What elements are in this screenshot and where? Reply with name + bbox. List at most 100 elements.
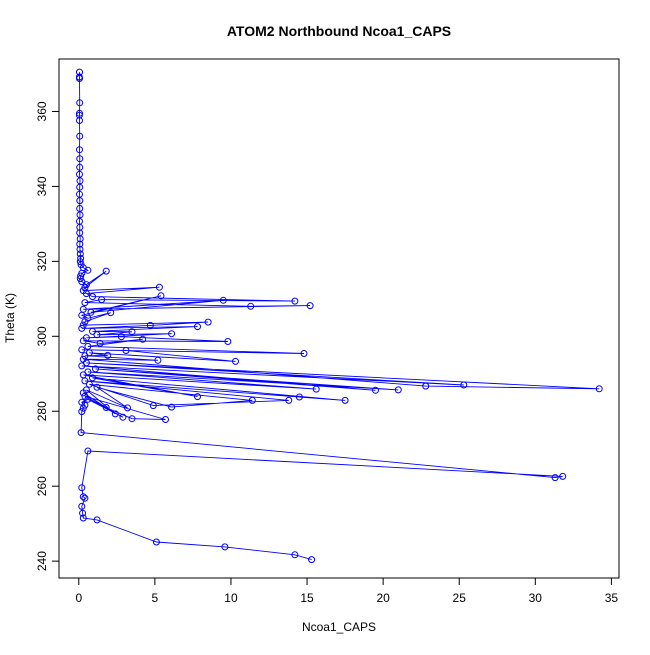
data-point: [312, 385, 320, 393]
data-point: [76, 245, 84, 253]
data-point: [84, 266, 92, 274]
data-point: [76, 132, 84, 140]
data-point: [595, 385, 603, 393]
data-point: [79, 337, 87, 345]
y-tick-label: 240: [35, 551, 49, 571]
x-tick-label: 15: [300, 591, 314, 605]
y-tick-label: 360: [35, 101, 49, 121]
data-point: [87, 308, 95, 316]
data-point: [119, 413, 127, 421]
data-point: [76, 240, 84, 248]
data-point: [168, 330, 176, 338]
y-tick-label: 300: [35, 326, 49, 346]
data-point: [194, 393, 201, 401]
data-point: [78, 408, 86, 416]
data-point: [92, 365, 99, 373]
x-tick-label: 25: [453, 591, 467, 605]
data-point: [306, 302, 314, 310]
data-point: [155, 283, 163, 291]
x-tick-label: 10: [224, 591, 238, 605]
data-point: [76, 197, 84, 205]
data-point: [76, 235, 84, 243]
data-point: [76, 183, 84, 191]
data-point: [79, 404, 87, 412]
data-point: [93, 383, 101, 391]
data-point: [84, 395, 92, 403]
data-point: [89, 374, 96, 382]
data-point: [247, 302, 255, 310]
data-point: [76, 99, 84, 107]
y-tick-label: 320: [35, 251, 49, 271]
data-point: [117, 333, 125, 341]
data-point: [204, 318, 212, 326]
data-point: [78, 362, 86, 370]
data-point: [232, 357, 239, 365]
data-point: [104, 351, 112, 359]
data-point: [221, 543, 229, 551]
data-point: [78, 346, 86, 354]
data-point: [76, 117, 83, 124]
x-tick-label: 35: [605, 591, 619, 605]
data-point: [128, 328, 136, 336]
data-point: [146, 321, 154, 329]
data-point: [79, 493, 87, 501]
data-point: [76, 146, 83, 154]
data-point: [219, 296, 227, 304]
x-tick-label: 30: [529, 591, 543, 605]
data-point: [559, 472, 567, 480]
x-tick-label: 5: [152, 591, 159, 605]
data-point: [84, 447, 92, 455]
x-tick-label: 0: [75, 591, 82, 605]
x-axis-label: Ncoa1_CAPS: [302, 620, 376, 634]
data-point: [295, 393, 303, 401]
data-point: [76, 155, 84, 163]
data-point: [291, 551, 299, 559]
y-axis: 240 260 280 300 320 340 360: [35, 101, 60, 571]
data-point: [341, 396, 349, 404]
data-point: [157, 292, 165, 300]
y-axis-label: Theta (K): [3, 293, 17, 343]
data-point: [300, 350, 308, 357]
data-point: [102, 267, 110, 275]
data-point: [82, 290, 90, 298]
data-point: [285, 396, 293, 404]
data-point: [152, 538, 160, 546]
data-point: [98, 296, 106, 304]
data-point: [79, 514, 87, 522]
data-point: [122, 347, 130, 354]
data-point: [78, 484, 86, 492]
data-point: [78, 311, 86, 319]
data-point: [460, 381, 468, 389]
x-tick-label: 20: [376, 591, 390, 605]
data-point: [76, 163, 84, 171]
y-tick-label: 260: [35, 476, 49, 496]
data-point: [76, 75, 83, 82]
data-point: [89, 293, 96, 301]
chart-title: ATOM2 Northbound Ncoa1_CAPS: [227, 23, 451, 39]
data-point: [79, 509, 87, 517]
data-point: [107, 309, 115, 317]
data-point: [372, 386, 379, 394]
data-point: [84, 342, 92, 350]
data-point: [79, 389, 87, 397]
data-point: [78, 502, 86, 510]
data-point: [76, 250, 84, 258]
data-point: [77, 429, 85, 437]
series-layer: [75, 68, 603, 564]
data-point: [75, 111, 83, 119]
data-point: [111, 410, 119, 418]
data-point: [96, 339, 104, 347]
data-point: [149, 402, 157, 410]
x-axis: 0 5 10 15 20 25 30 35: [75, 577, 619, 605]
data-point: [81, 494, 89, 502]
data-point: [128, 415, 136, 423]
data-point: [422, 382, 430, 390]
data-point: [194, 323, 201, 331]
data-point: [291, 297, 299, 305]
data-point: [308, 556, 316, 564]
data-point: [81, 352, 89, 360]
y-tick-label: 280: [35, 401, 49, 421]
